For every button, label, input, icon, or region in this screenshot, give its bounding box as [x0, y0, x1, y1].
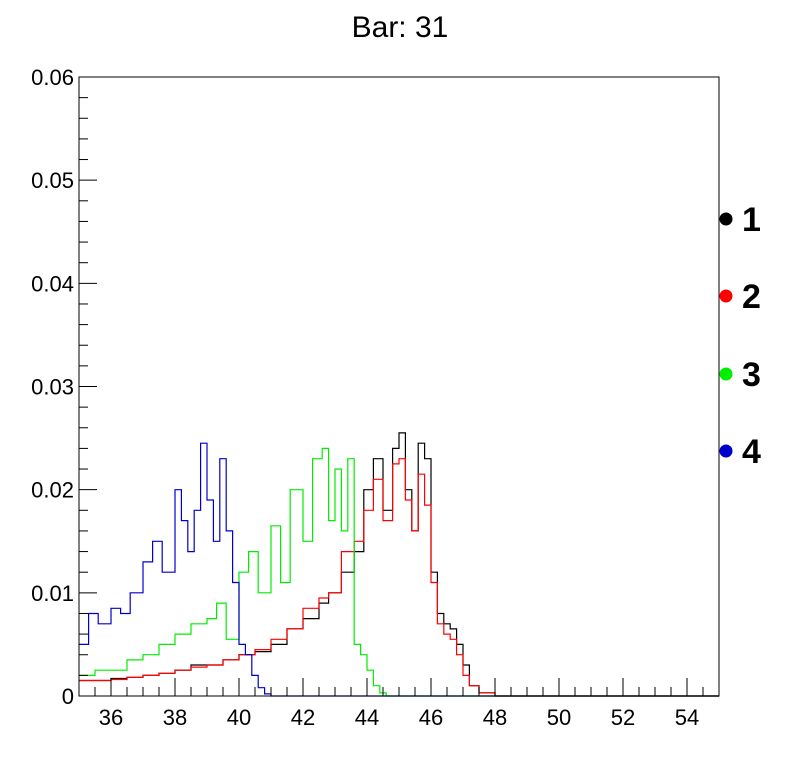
x-tick-label: 44: [355, 705, 379, 730]
y-tick-label: 0.02: [31, 478, 74, 503]
series-3-line: [79, 447, 719, 697]
x-tick-label: 48: [483, 705, 507, 730]
x-tick-label: 38: [163, 705, 187, 730]
x-tick-label: 50: [547, 705, 571, 730]
y-tick-label: 0.05: [31, 168, 74, 193]
y-tick-label: 0: [62, 684, 74, 709]
legend-marker-3: [719, 367, 733, 381]
x-tick-label: 42: [291, 705, 315, 730]
legend: 1 2 3 4: [719, 201, 761, 471]
legend-marker-2: [719, 289, 733, 303]
x-tick-label: 36: [99, 705, 123, 730]
legend-label-4: 4: [742, 433, 761, 471]
legend-marker-1: [719, 212, 733, 226]
y-axis: 0 0.01 0.02 0.03 0.04 0.05 0.06: [31, 65, 97, 709]
y-tick-label: 0.01: [31, 581, 74, 606]
y-tick-label: 0.06: [31, 65, 74, 90]
x-tick-label: 54: [675, 705, 699, 730]
x-tick-label: 52: [611, 705, 635, 730]
x-tick-label: 40: [227, 705, 251, 730]
legend-label-2: 2: [742, 278, 761, 316]
legend-label-3: 3: [742, 356, 761, 394]
chart-title: Bar: 31: [352, 11, 449, 44]
legend-label-1: 1: [742, 201, 761, 239]
y-tick-label: 0.03: [31, 375, 74, 400]
x-tick-label: 46: [419, 705, 443, 730]
series-2-line: [79, 458, 719, 697]
legend-marker-4: [719, 444, 733, 458]
y-tick-label: 0.04: [31, 271, 74, 296]
series-4-line: [79, 442, 719, 697]
x-axis: 36 38 40 42 44 46 48 50 52 54: [78, 678, 720, 730]
plot-series-group: [79, 432, 719, 697]
plot-frame: [78, 76, 720, 697]
